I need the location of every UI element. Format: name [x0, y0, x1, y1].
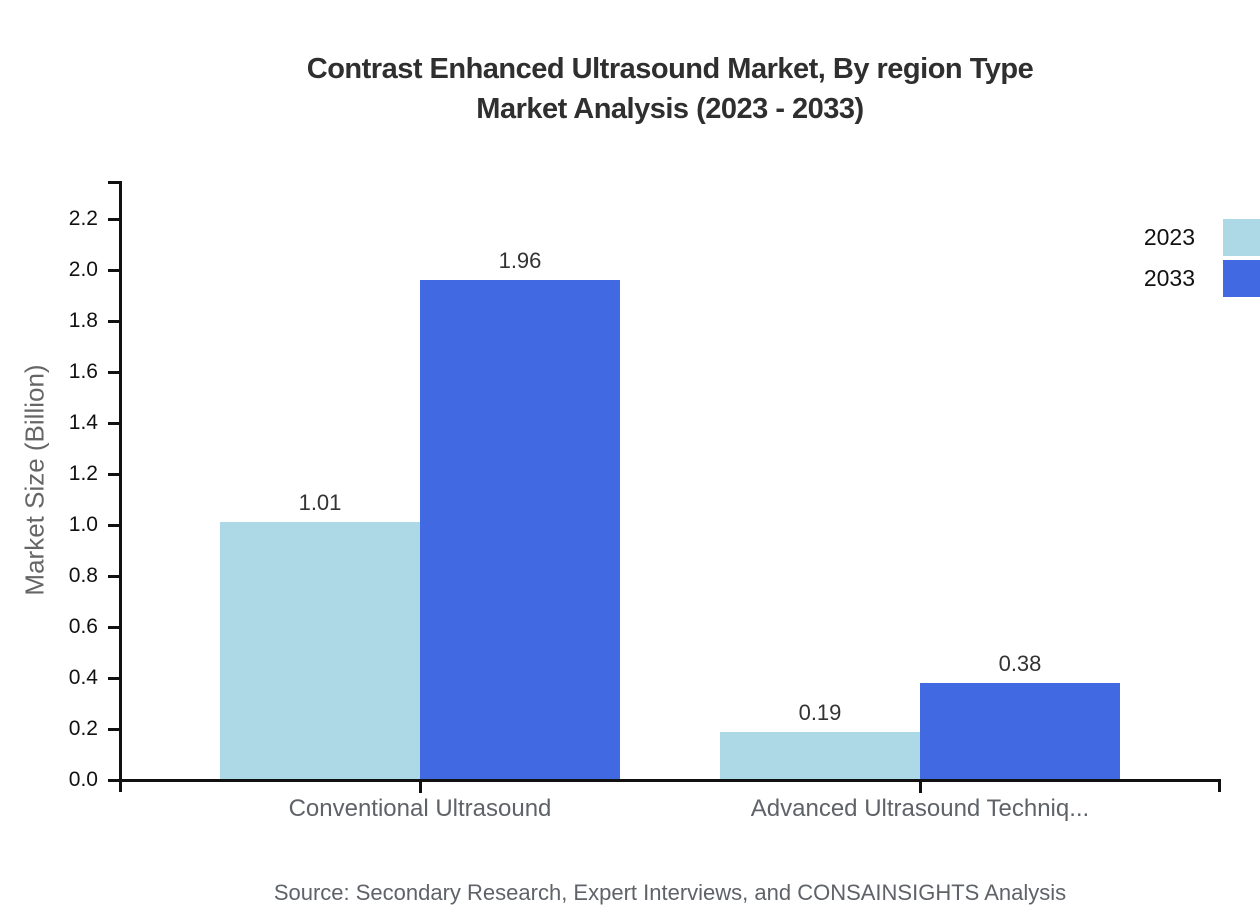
- y-tick: [108, 217, 120, 221]
- y-tick-label: 0.0: [68, 768, 98, 791]
- x-axis-end-cap: [1218, 779, 1221, 792]
- y-tick-label: 0.8: [68, 564, 98, 587]
- legend-swatch-2023: [1223, 219, 1260, 256]
- category-label: Advanced Ultrasound Techniq...: [750, 795, 1090, 822]
- legend-label-2023: 2023: [1143, 224, 1195, 250]
- bar-2033-1: [920, 683, 1120, 780]
- chart-title: Contrast Enhanced Ultrasound Market, By …: [80, 49, 1260, 129]
- x-tick: [918, 780, 922, 793]
- y-tick: [108, 523, 120, 527]
- y-tick: [108, 370, 120, 374]
- y-axis-top-cap: [108, 181, 120, 184]
- bar-2023-0: [220, 522, 420, 780]
- chart-title-line2: Market Analysis (2023 - 2033): [476, 93, 864, 125]
- y-tick: [108, 319, 120, 323]
- y-tick: [108, 472, 120, 476]
- y-tick: [108, 727, 120, 731]
- y-tick-label: 2.0: [68, 258, 98, 281]
- y-tick-label: 2.2: [68, 207, 98, 230]
- bar-2023-1: [720, 731, 920, 780]
- y-tick-label: 1.4: [68, 411, 98, 434]
- y-tick: [108, 574, 120, 578]
- y-tick: [108, 268, 120, 272]
- y-tick-label: 1.2: [68, 462, 98, 485]
- y-tick-label: 1.8: [68, 309, 98, 332]
- y-tick-label: 0.2: [68, 717, 98, 740]
- y-tick: [108, 625, 120, 629]
- y-tick: [108, 778, 120, 782]
- chart-title-line1: Contrast Enhanced Ultrasound Market, By …: [306, 53, 1034, 85]
- category-label: Conventional Ultrasound: [288, 795, 552, 822]
- y-tick-label: 0.4: [68, 666, 98, 689]
- x-axis-line: [119, 779, 1221, 782]
- y-tick-label: 1.6: [68, 360, 98, 383]
- bar-value-label: 0.19: [798, 699, 842, 725]
- legend-swatch-2033: [1223, 260, 1260, 297]
- y-tick-label: 0.6: [68, 615, 98, 638]
- bar-2033-0: [420, 280, 620, 780]
- bar-value-label: 1.01: [298, 490, 342, 516]
- bar-value-label: 0.38: [998, 651, 1042, 677]
- y-tick: [108, 676, 120, 680]
- y-axis-line: [119, 181, 122, 792]
- x-tick: [418, 780, 422, 793]
- y-tick-label: 1.0: [68, 513, 98, 536]
- source-note: Source: Secondary Research, Expert Inter…: [273, 880, 1067, 905]
- bar-value-label: 1.96: [498, 248, 542, 274]
- legend-label-2033: 2033: [1143, 265, 1195, 291]
- y-tick: [108, 421, 120, 425]
